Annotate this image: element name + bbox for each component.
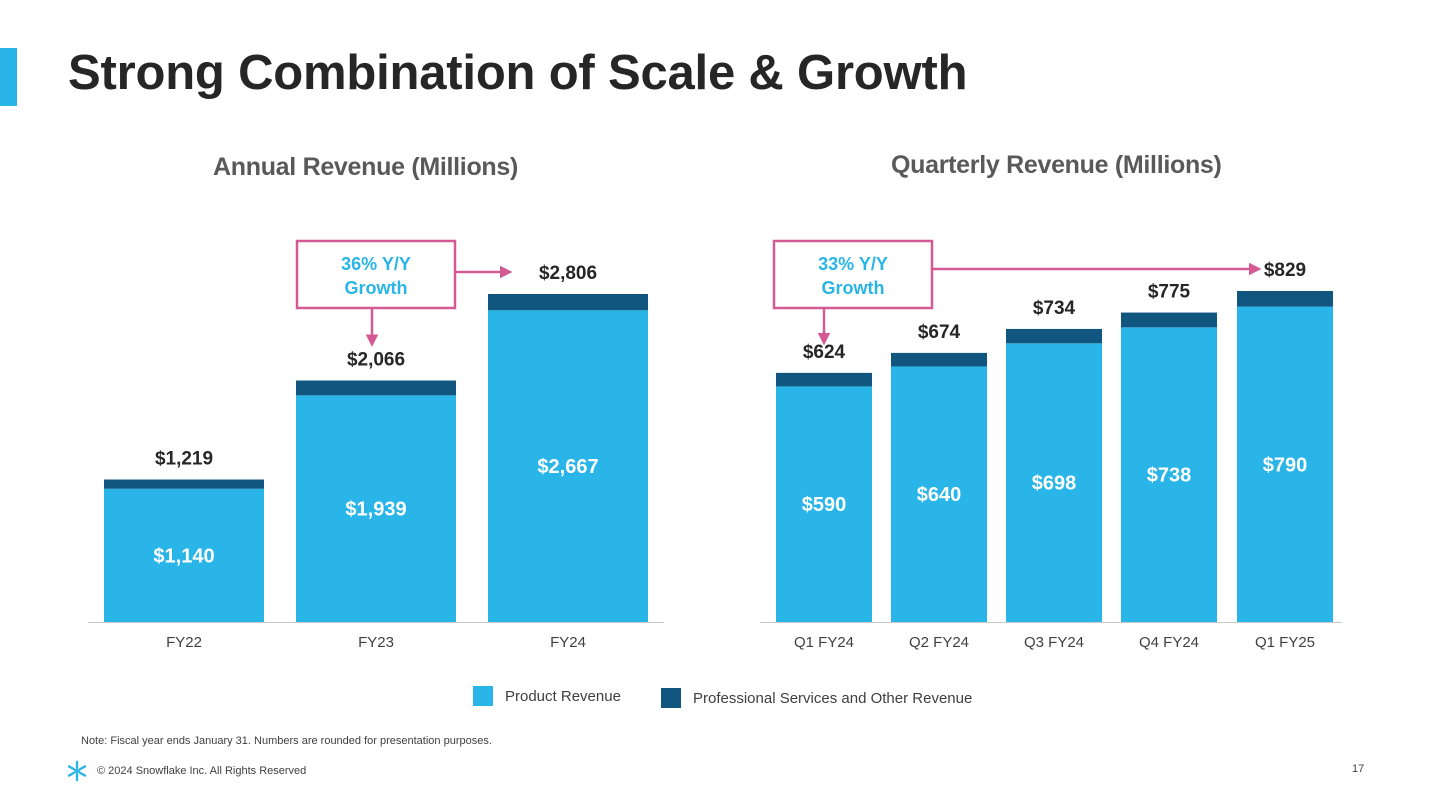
- annual-tick-label-2: FY24: [550, 634, 586, 651]
- accent-bar: [0, 48, 17, 106]
- quarterly-total-label-3: $775: [1148, 282, 1191, 303]
- quarterly-data-label-4: $790: [1263, 454, 1308, 476]
- legend-label-services: Professional Services and Other Revenue: [693, 689, 973, 707]
- quarterly-growth-callout-line2: Growth: [822, 278, 885, 298]
- annual-growth-callout-box: [295, 239, 457, 310]
- legend-swatch-services: [661, 688, 681, 708]
- annual-growth-callout-line1: 36% Y/Y: [341, 254, 411, 274]
- quarterly-bar-services-2: [1006, 328, 1102, 344]
- annual-tick-label-0: FY22: [166, 634, 202, 651]
- quarterly-bar-services-1: [891, 352, 987, 367]
- quarterly-total-label-2: $734: [1033, 298, 1076, 319]
- annual-data-label-1: $1,939: [345, 499, 406, 521]
- quarterly-tick-label-3: Q4 FY24: [1139, 634, 1199, 651]
- annual-data-label-0: $1,140: [153, 545, 214, 567]
- quarterly-bar-product-4: [1237, 306, 1333, 622]
- quarterly-total-label-1: $674: [918, 322, 961, 343]
- quarterly-bar-product-1: [891, 366, 987, 622]
- annual-data-label-2: $2,667: [537, 456, 598, 478]
- quarterly-total-label-0: $624: [803, 342, 846, 363]
- annual-growth-callout-line2: Growth: [345, 278, 408, 298]
- quarterly-chart-title: Quarterly Revenue (Millions): [891, 151, 1222, 179]
- legend-item-services: Professional Services and Other Revenue: [661, 688, 972, 708]
- annual-bar-services-0: [104, 479, 264, 489]
- quarterly-data-label-3: $738: [1147, 465, 1192, 487]
- annual-chart-title: Annual Revenue (Millions): [213, 153, 519, 181]
- slide-title: Strong Combination of Scale & Growth: [68, 46, 968, 100]
- annual-tick-label-1: FY23: [358, 634, 394, 651]
- quarterly-tick-label-4: Q1 FY25: [1255, 634, 1315, 651]
- annual-total-label-1: $2,066: [347, 350, 405, 371]
- quarterly-tick-label-2: Q3 FY24: [1024, 634, 1084, 651]
- quarterly-bar-product-2: [1006, 343, 1102, 622]
- quarterly-total-label-4: $829: [1264, 260, 1306, 281]
- footnote: Note: Fiscal year ends January 31. Numbe…: [81, 735, 492, 747]
- annual-bar-services-2: [488, 294, 648, 311]
- legend-swatch-product: [473, 686, 493, 706]
- quarterly-bar-services-3: [1121, 312, 1217, 328]
- snowflake-logo-icon: [67, 760, 87, 782]
- annual-bar-product-2: [488, 310, 648, 622]
- quarterly-growth-callout-box: [772, 239, 934, 310]
- quarterly-bar-services-0: [776, 372, 872, 387]
- annual-total-label-0: $1,219: [155, 449, 213, 470]
- annual-total-label-2: $2,806: [539, 263, 597, 284]
- quarterly-data-label-2: $698: [1032, 473, 1077, 495]
- footer: © 2024 Snowflake Inc. All Rights Reserve…: [66, 760, 306, 782]
- copyright-text: © 2024 Snowflake Inc. All Rights Reserve…: [97, 765, 307, 777]
- legend-item-product: Product Revenue: [473, 686, 621, 706]
- annual-bar-product-1: [296, 395, 456, 622]
- legend-label-product: Product Revenue: [505, 687, 621, 705]
- quarterly-data-label-1: $640: [917, 484, 962, 506]
- quarterly-tick-label-1: Q2 FY24: [909, 634, 969, 651]
- annual-bar-services-1: [296, 380, 456, 396]
- quarterly-bar-product-3: [1121, 327, 1217, 622]
- page-number: 17: [1352, 763, 1365, 775]
- quarterly-data-label-0: $590: [802, 494, 847, 516]
- annual-bar-product-0: [104, 488, 264, 622]
- quarterly-tick-label-0: Q1 FY24: [794, 634, 854, 651]
- quarterly-bar-services-4: [1237, 291, 1333, 307]
- quarterly-bar-product-0: [776, 386, 872, 622]
- quarterly-growth-callout-line1: 33% Y/Y: [818, 254, 888, 274]
